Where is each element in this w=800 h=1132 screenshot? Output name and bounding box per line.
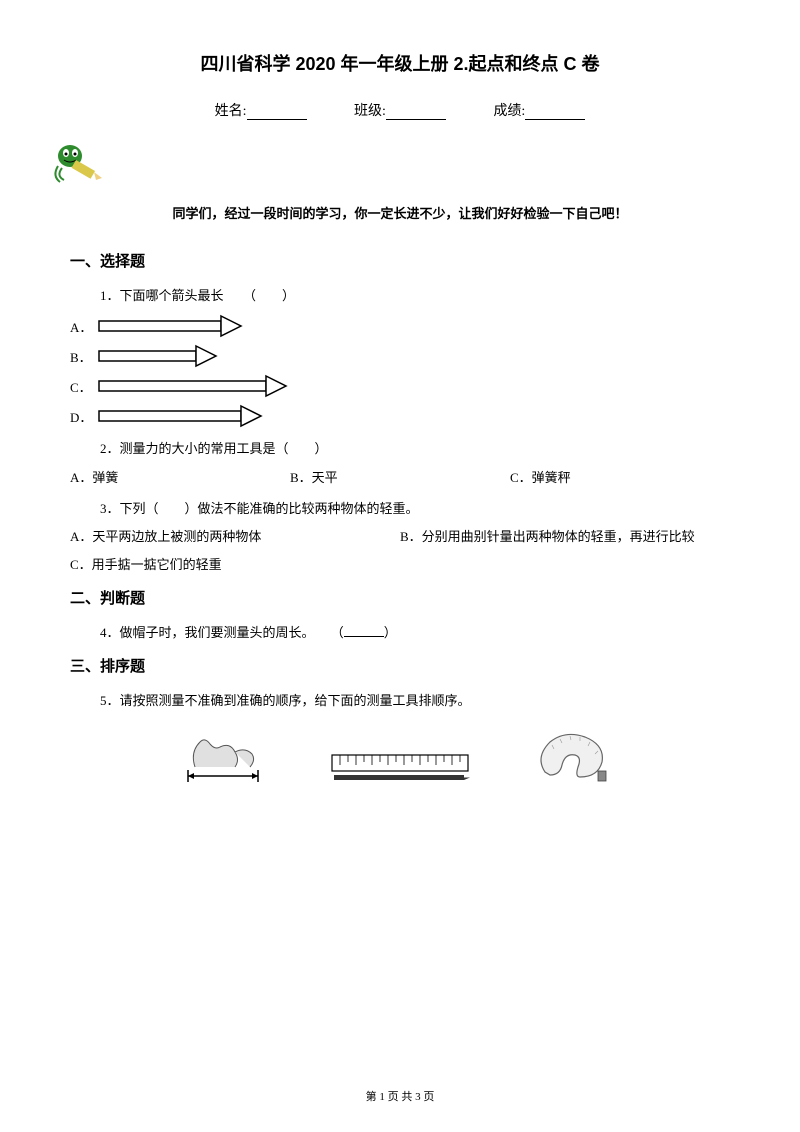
arrow-c-icon xyxy=(98,374,288,398)
arrow-a-icon xyxy=(98,314,243,338)
q1-option-c[interactable]: C． xyxy=(70,374,730,398)
page-title: 四川省科学 2020 年一年级上册 2.起点和终点 C 卷 xyxy=(70,50,730,76)
q4-paren-open: （ xyxy=(331,625,344,640)
q2-text: 2．测量力的大小的常用工具是（ ） xyxy=(100,438,730,457)
q1-option-a[interactable]: A． xyxy=(70,314,730,338)
q1-option-b[interactable]: B． xyxy=(70,344,730,368)
score-label: 成绩: xyxy=(493,104,525,119)
q2-option-a[interactable]: A．弹簧 xyxy=(70,467,290,486)
q4-text: 4．做帽子时，我们要测量头的周长。 （ ） xyxy=(100,622,730,641)
hand-span-icon xyxy=(180,732,270,787)
q3-option-c[interactable]: C．用手掂一掂它们的轻重 xyxy=(70,554,730,573)
q1-c-label: C． xyxy=(70,377,92,396)
q2-option-c[interactable]: C．弹簧秤 xyxy=(510,467,730,486)
q3-text: 3．下列（ ）做法不能准确的比较两种物体的轻重。 xyxy=(100,498,730,517)
tape-measure-icon xyxy=(530,727,620,787)
section-3-heading: 三、排序题 xyxy=(70,655,730,676)
ruler-icon xyxy=(330,747,470,787)
q3-option-b[interactable]: B．分别用曲别针量出两种物体的轻重，再进行比较 xyxy=(400,527,730,548)
q5-tools-row xyxy=(70,727,730,787)
q1-d-label: D． xyxy=(70,407,92,426)
info-row: 姓名: 班级: 成绩: xyxy=(70,100,730,120)
q2-options: A．弹簧 B．天平 C．弹簧秤 xyxy=(70,467,730,486)
class-blank[interactable] xyxy=(386,106,446,120)
pencil-icon xyxy=(50,138,730,193)
q4-paren-close: ） xyxy=(384,625,397,640)
q1-a-label: A． xyxy=(70,317,92,336)
page-footer: 第 1 页 共 3 页 xyxy=(0,1088,800,1104)
section-2-heading: 二、判断题 xyxy=(70,587,730,608)
class-label: 班级: xyxy=(354,104,386,119)
section-1-heading: 一、选择题 xyxy=(70,250,730,271)
q5-text: 5．请按照测量不准确到准确的顺序，给下面的测量工具排顺序。 xyxy=(100,690,730,709)
name-blank[interactable] xyxy=(247,106,307,120)
q4-stem: 4．做帽子时，我们要测量头的周长。 xyxy=(100,625,315,640)
intro-text: 同学们，经过一段时间的学习，你一定长进不少，让我们好好检验一下自己吧！ xyxy=(70,203,730,222)
q3-row1: A．天平两边放上被测的两种物体 B．分别用曲别针量出两种物体的轻重，再进行比较 xyxy=(70,527,730,548)
name-label: 姓名: xyxy=(215,104,247,119)
q2-option-b[interactable]: B．天平 xyxy=(290,467,510,486)
q1-b-label: B． xyxy=(70,347,92,366)
arrow-d-icon xyxy=(98,404,263,428)
q1-option-d[interactable]: D． xyxy=(70,404,730,428)
score-blank[interactable] xyxy=(525,106,585,120)
arrow-b-icon xyxy=(98,344,218,368)
q1-text: 1．下面哪个箭头最长 （ ） xyxy=(100,285,730,304)
q4-blank[interactable] xyxy=(344,624,384,637)
q3-option-a[interactable]: A．天平两边放上被测的两种物体 xyxy=(70,527,400,548)
